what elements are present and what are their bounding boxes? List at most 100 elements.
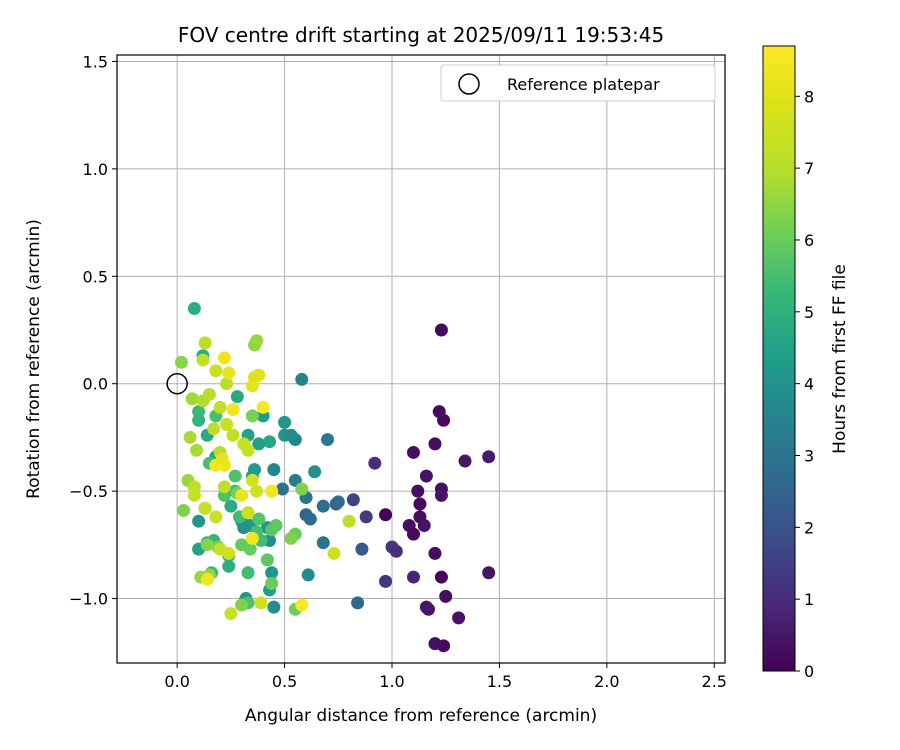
- data-point: [241, 443, 255, 457]
- data-point: [308, 465, 322, 479]
- data-point: [406, 527, 420, 541]
- data-point: [265, 566, 279, 580]
- data-point: [235, 488, 249, 502]
- colorbar-tick-label: 3: [804, 446, 814, 465]
- data-point: [222, 366, 236, 380]
- data-point: [482, 450, 496, 464]
- data-point: [202, 387, 216, 401]
- y-tick-label: 0.0: [83, 375, 108, 394]
- data-point: [230, 390, 244, 404]
- data-point: [295, 598, 309, 612]
- data-point: [198, 501, 212, 515]
- data-point: [265, 484, 279, 498]
- data-point: [458, 454, 472, 468]
- colorbar-gradient: [762, 45, 796, 672]
- data-point: [269, 519, 283, 533]
- data-point: [200, 572, 214, 586]
- data-point: [189, 443, 203, 457]
- data-point: [267, 463, 281, 477]
- data-point: [284, 531, 298, 545]
- data-point: [422, 602, 436, 616]
- data-point: [213, 400, 227, 414]
- data-point: [252, 512, 266, 526]
- colorbar-ticks: 0 1 2 3 4 5 6 7 8: [795, 87, 814, 681]
- y-axis-label: Rotation from reference (arcmin): [24, 219, 44, 499]
- x-tick-label: 0.5: [272, 672, 297, 691]
- data-point: [220, 377, 234, 391]
- data-point: [303, 512, 317, 526]
- plot-frame: [116, 54, 726, 664]
- data-point: [368, 456, 382, 470]
- grid: [117, 55, 725, 663]
- data-point: [174, 355, 188, 369]
- data-point: [428, 546, 442, 560]
- data-point: [252, 437, 266, 451]
- y-tick-label: −1.0: [69, 590, 108, 609]
- data-point: [295, 482, 309, 496]
- data-point: [355, 542, 369, 556]
- data-point: [379, 508, 393, 522]
- y-tick-label: 0.5: [83, 267, 108, 286]
- data-point: [215, 452, 229, 466]
- x-tick-label: 1.5: [487, 672, 512, 691]
- x-axis-ticks: 0.0 0.5 1.0 1.5 2.0 2.5: [164, 663, 727, 691]
- data-point: [316, 536, 330, 550]
- data-point: [254, 596, 268, 610]
- data-point: [331, 495, 345, 509]
- data-point: [245, 473, 259, 487]
- data-points: [174, 302, 496, 653]
- data-point: [275, 482, 289, 496]
- colorbar-tick-label: 0: [804, 662, 814, 681]
- data-point: [220, 418, 234, 432]
- y-tick-label: −0.5: [69, 482, 108, 501]
- data-point: [256, 400, 270, 414]
- x-tick-label: 1.0: [379, 672, 404, 691]
- data-point: [183, 430, 197, 444]
- data-point: [207, 422, 221, 436]
- colorbar-tick-label: 6: [804, 231, 814, 250]
- data-point: [411, 484, 425, 498]
- data-point: [196, 353, 210, 367]
- data-point: [267, 600, 281, 614]
- colorbar-tick-label: 1: [804, 590, 814, 609]
- data-point: [217, 351, 231, 365]
- data-point: [482, 566, 496, 580]
- data-point: [200, 538, 214, 552]
- data-point: [177, 503, 191, 517]
- data-point: [346, 493, 360, 507]
- data-point: [295, 372, 309, 386]
- data-point: [235, 598, 249, 612]
- data-point: [419, 469, 433, 483]
- data-point: [452, 611, 466, 625]
- data-point: [245, 409, 259, 423]
- data-point: [301, 568, 315, 582]
- y-tick-label: 1.5: [83, 52, 108, 71]
- data-point: [222, 559, 236, 573]
- chart-title: FOV centre drift starting at 2025/09/11 …: [178, 23, 664, 47]
- data-point: [241, 566, 255, 580]
- data-point: [228, 469, 242, 483]
- x-tick-label: 2.5: [702, 672, 727, 691]
- data-point: [406, 445, 420, 459]
- data-point: [321, 433, 335, 447]
- data-point: [192, 413, 206, 427]
- data-point: [379, 574, 393, 588]
- data-point: [389, 544, 403, 558]
- data-point: [222, 546, 236, 560]
- colorbar-tick-label: 8: [804, 87, 814, 106]
- data-point: [265, 577, 279, 591]
- data-point: [245, 531, 259, 545]
- y-tick-label: 1.0: [83, 160, 108, 179]
- legend-box: [440, 64, 716, 102]
- data-point: [263, 435, 277, 449]
- data-point: [187, 302, 201, 316]
- data-point: [209, 510, 223, 524]
- data-point: [351, 596, 365, 610]
- data-point: [413, 497, 427, 511]
- colorbar-tick-label: 4: [804, 375, 814, 394]
- data-point: [278, 415, 292, 429]
- data-point: [439, 589, 453, 603]
- data-point: [316, 499, 330, 513]
- data-point: [209, 364, 223, 378]
- x-axis-label: Angular distance from reference (arcmin): [245, 706, 597, 726]
